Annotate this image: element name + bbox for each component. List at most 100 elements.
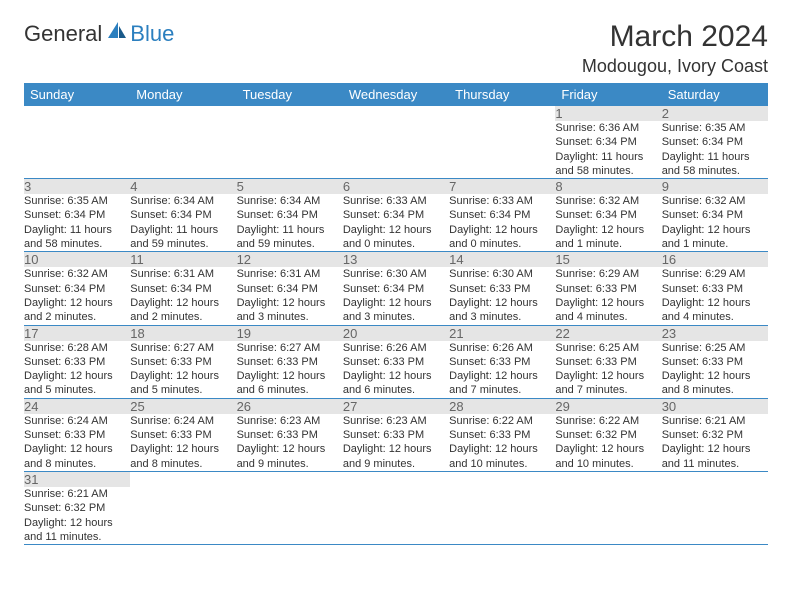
sunrise-line: Sunrise: 6:27 AM <box>237 341 343 355</box>
weekday-header: Saturday <box>662 83 768 106</box>
day-number: 3 <box>24 179 130 195</box>
daylight-line: Daylight: 12 hours and 8 minutes. <box>130 442 236 471</box>
sunset-line: Sunset: 6:33 PM <box>130 428 236 442</box>
day-detail: Sunrise: 6:23 AMSunset: 6:33 PMDaylight:… <box>237 414 343 472</box>
day-detail: Sunrise: 6:21 AMSunset: 6:32 PMDaylight:… <box>662 414 768 472</box>
sunrise-line: Sunrise: 6:34 AM <box>130 194 236 208</box>
day-detail: Sunrise: 6:30 AMSunset: 6:33 PMDaylight:… <box>449 267 555 325</box>
logo-text-general: General <box>24 21 102 47</box>
daylight-line: Daylight: 12 hours and 9 minutes. <box>237 442 343 471</box>
empty-cell <box>662 471 768 487</box>
daylight-line: Daylight: 12 hours and 0 minutes. <box>449 223 555 252</box>
daylight-line: Daylight: 12 hours and 5 minutes. <box>24 369 130 398</box>
sunrise-line: Sunrise: 6:27 AM <box>130 341 236 355</box>
daylight-line: Daylight: 12 hours and 2 minutes. <box>24 296 130 325</box>
day-number-row: 31 <box>24 471 768 487</box>
daylight-line: Daylight: 12 hours and 8 minutes. <box>662 369 768 398</box>
day-detail-row: Sunrise: 6:32 AMSunset: 6:34 PMDaylight:… <box>24 267 768 325</box>
empty-cell <box>555 487 661 545</box>
daylight-line: Daylight: 12 hours and 5 minutes. <box>130 369 236 398</box>
day-number: 4 <box>130 179 236 195</box>
daylight-line: Daylight: 12 hours and 1 minute. <box>662 223 768 252</box>
daylight-line: Daylight: 12 hours and 8 minutes. <box>24 442 130 471</box>
day-number: 25 <box>130 398 236 414</box>
daylight-line: Daylight: 12 hours and 3 minutes. <box>343 296 449 325</box>
sunrise-line: Sunrise: 6:22 AM <box>449 414 555 428</box>
day-number: 16 <box>662 252 768 268</box>
day-detail: Sunrise: 6:26 AMSunset: 6:33 PMDaylight:… <box>449 341 555 399</box>
day-number: 13 <box>343 252 449 268</box>
day-number: 18 <box>130 325 236 341</box>
day-detail: Sunrise: 6:25 AMSunset: 6:33 PMDaylight:… <box>555 341 661 399</box>
page-subtitle: Modougou, Ivory Coast <box>582 56 768 77</box>
empty-cell <box>449 471 555 487</box>
daylight-line: Daylight: 11 hours and 59 minutes. <box>237 223 343 252</box>
sunset-line: Sunset: 6:33 PM <box>449 282 555 296</box>
sunrise-line: Sunrise: 6:26 AM <box>343 341 449 355</box>
day-detail: Sunrise: 6:33 AMSunset: 6:34 PMDaylight:… <box>343 194 449 252</box>
sunset-line: Sunset: 6:34 PM <box>449 208 555 222</box>
sunset-line: Sunset: 6:33 PM <box>130 355 236 369</box>
day-detail: Sunrise: 6:34 AMSunset: 6:34 PMDaylight:… <box>130 194 236 252</box>
day-number: 11 <box>130 252 236 268</box>
sunrise-line: Sunrise: 6:33 AM <box>343 194 449 208</box>
daylight-line: Daylight: 12 hours and 10 minutes. <box>449 442 555 471</box>
day-detail: Sunrise: 6:30 AMSunset: 6:34 PMDaylight:… <box>343 267 449 325</box>
sunset-line: Sunset: 6:34 PM <box>24 208 130 222</box>
weekday-header: Sunday <box>24 83 130 106</box>
day-number: 24 <box>24 398 130 414</box>
day-detail: Sunrise: 6:35 AMSunset: 6:34 PMDaylight:… <box>24 194 130 252</box>
day-number: 26 <box>237 398 343 414</box>
empty-cell <box>343 471 449 487</box>
sunrise-line: Sunrise: 6:22 AM <box>555 414 661 428</box>
daylight-line: Daylight: 12 hours and 7 minutes. <box>555 369 661 398</box>
sunrise-line: Sunrise: 6:21 AM <box>662 414 768 428</box>
sunset-line: Sunset: 6:34 PM <box>24 282 130 296</box>
day-detail: Sunrise: 6:36 AMSunset: 6:34 PMDaylight:… <box>555 121 661 179</box>
daylight-line: Daylight: 12 hours and 3 minutes. <box>449 296 555 325</box>
day-number-row: 17181920212223 <box>24 325 768 341</box>
daylight-line: Daylight: 12 hours and 0 minutes. <box>343 223 449 252</box>
day-number: 28 <box>449 398 555 414</box>
weekday-header: Friday <box>555 83 661 106</box>
empty-cell <box>237 487 343 545</box>
sunrise-line: Sunrise: 6:23 AM <box>237 414 343 428</box>
sunrise-line: Sunrise: 6:33 AM <box>449 194 555 208</box>
weekday-header: Tuesday <box>237 83 343 106</box>
sunset-line: Sunset: 6:32 PM <box>555 428 661 442</box>
day-number: 31 <box>24 471 130 487</box>
day-number: 12 <box>237 252 343 268</box>
empty-cell <box>237 471 343 487</box>
sunset-line: Sunset: 6:34 PM <box>555 208 661 222</box>
day-detail: Sunrise: 6:33 AMSunset: 6:34 PMDaylight:… <box>449 194 555 252</box>
daylight-line: Daylight: 12 hours and 4 minutes. <box>555 296 661 325</box>
day-number-row: 3456789 <box>24 179 768 195</box>
sunset-line: Sunset: 6:33 PM <box>24 428 130 442</box>
day-detail-row: Sunrise: 6:21 AMSunset: 6:32 PMDaylight:… <box>24 487 768 545</box>
sunset-line: Sunset: 6:32 PM <box>24 501 130 515</box>
sunrise-line: Sunrise: 6:29 AM <box>555 267 661 281</box>
sunset-line: Sunset: 6:33 PM <box>555 282 661 296</box>
weekday-header-row: SundayMondayTuesdayWednesdayThursdayFrid… <box>24 83 768 106</box>
sunrise-line: Sunrise: 6:31 AM <box>130 267 236 281</box>
sunrise-line: Sunrise: 6:30 AM <box>449 267 555 281</box>
sunset-line: Sunset: 6:32 PM <box>662 428 768 442</box>
sunrise-line: Sunrise: 6:30 AM <box>343 267 449 281</box>
logo-sail-icon <box>106 20 128 47</box>
day-detail: Sunrise: 6:23 AMSunset: 6:33 PMDaylight:… <box>343 414 449 472</box>
empty-cell <box>130 121 236 179</box>
logo: General Blue <box>24 20 174 47</box>
day-number: 29 <box>555 398 661 414</box>
weekday-header: Wednesday <box>343 83 449 106</box>
sunrise-line: Sunrise: 6:32 AM <box>662 194 768 208</box>
daylight-line: Daylight: 12 hours and 11 minutes. <box>24 516 130 545</box>
day-detail: Sunrise: 6:31 AMSunset: 6:34 PMDaylight:… <box>130 267 236 325</box>
daylight-line: Daylight: 12 hours and 6 minutes. <box>343 369 449 398</box>
empty-cell <box>449 487 555 545</box>
empty-cell <box>237 121 343 179</box>
day-number: 7 <box>449 179 555 195</box>
day-detail: Sunrise: 6:35 AMSunset: 6:34 PMDaylight:… <box>662 121 768 179</box>
header: General Blue March 2024 Modougou, Ivory … <box>24 20 768 77</box>
sunrise-line: Sunrise: 6:35 AM <box>662 121 768 135</box>
day-number: 22 <box>555 325 661 341</box>
